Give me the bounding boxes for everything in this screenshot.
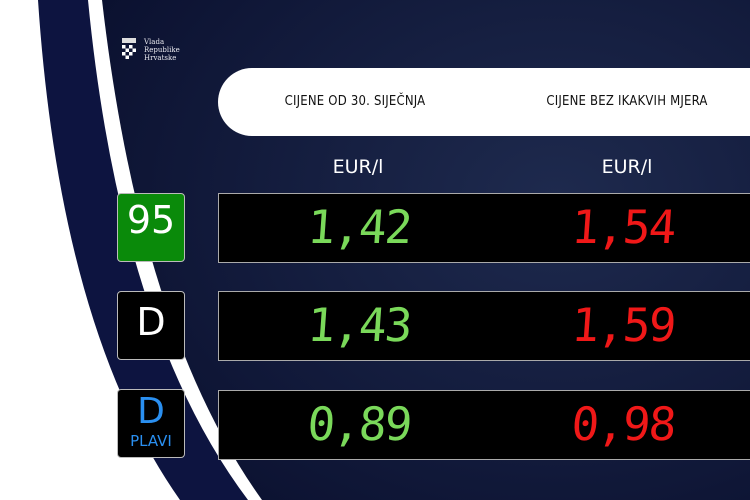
logo-line: Vlada xyxy=(144,38,165,46)
fuel-badge-95: 95 xyxy=(117,193,185,262)
fuel-badge-diesel: D xyxy=(117,291,185,360)
price-current: 0,89 xyxy=(305,397,413,451)
header-current-prices: CIJENE OD 30. SIJEČNJA xyxy=(284,94,426,109)
unit-label-current: EUR/l xyxy=(332,156,384,178)
price-current: 1,42 xyxy=(305,200,413,254)
price-row-blue-diesel: 0,89 0,98 xyxy=(218,390,750,460)
fuel-type: D xyxy=(136,300,166,344)
price-row-diesel: 1,43 1,59 xyxy=(218,291,750,361)
croatian-coat-of-arms-icon xyxy=(122,38,136,59)
fuel-type: D xyxy=(137,391,165,432)
government-logo: Vlada Republike Hrvatske xyxy=(120,38,180,62)
fuel-type: 95 xyxy=(126,198,176,242)
logo-line: Republike xyxy=(144,46,180,54)
header-bar: CIJENE OD 30. SIJEČNJA CIJENE BEZ IKAKVI… xyxy=(218,68,750,136)
unit-label-no-measures: EUR/l xyxy=(601,156,653,178)
price-no-measures: 1,59 xyxy=(569,298,677,352)
price-row-95: 1,42 1,54 xyxy=(218,193,750,263)
header-prices-without-measures: CIJENE BEZ IKAKVIH MJERA xyxy=(546,94,708,109)
price-current: 1,43 xyxy=(305,298,413,352)
navy-arc-stripe xyxy=(38,0,248,500)
fuel-subtype: PLAVI xyxy=(130,432,172,450)
price-no-measures: 1,54 xyxy=(569,200,677,254)
price-no-measures: 0,98 xyxy=(569,397,677,451)
fuel-badge-blue-diesel: D PLAVI xyxy=(117,389,185,458)
logo-line: Hrvatske xyxy=(144,54,177,62)
